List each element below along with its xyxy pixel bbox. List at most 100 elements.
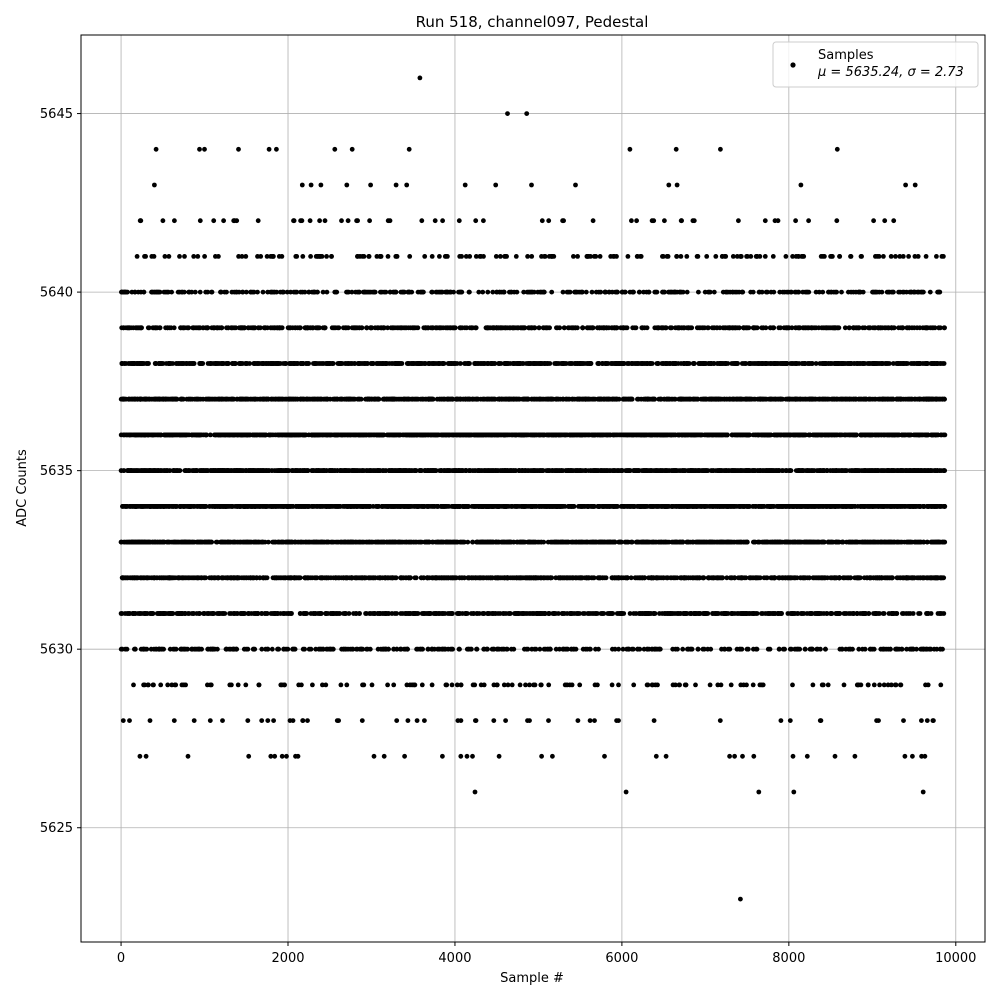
sample-point <box>243 682 249 688</box>
sample-point <box>538 539 544 545</box>
sample-point <box>852 504 858 509</box>
sample-point <box>480 575 486 581</box>
sample-point <box>371 753 377 759</box>
sample-point <box>782 539 788 545</box>
sample-point <box>330 539 335 545</box>
sample-point <box>578 575 584 581</box>
sample-point <box>841 682 847 688</box>
sample-point <box>208 646 214 652</box>
sample-point <box>631 504 637 509</box>
sample-point <box>562 682 568 688</box>
sample-point <box>881 611 887 616</box>
sample-point <box>496 753 502 759</box>
sample-point <box>528 504 534 509</box>
sample-point <box>831 575 837 581</box>
sample-point <box>737 611 743 616</box>
sample-point <box>688 611 694 616</box>
sample-point <box>201 611 206 616</box>
sample-point <box>617 539 623 545</box>
sample-point <box>522 575 528 581</box>
sample-point <box>546 718 551 723</box>
sample-point <box>778 539 783 545</box>
sample-point <box>248 575 254 581</box>
sample-point <box>507 539 513 545</box>
sample-point <box>564 646 570 652</box>
sample-point <box>802 646 808 652</box>
sample-point <box>360 682 365 688</box>
sample-point <box>127 504 133 509</box>
sample-point <box>130 575 136 581</box>
sample-point <box>591 504 597 509</box>
sample-point <box>880 646 886 652</box>
sample-point <box>760 504 766 509</box>
sample-point <box>137 753 143 759</box>
sample-point <box>597 575 603 581</box>
sample-point <box>133 504 139 509</box>
sample-point <box>241 539 246 545</box>
sample-point <box>548 539 553 545</box>
sample-point <box>459 539 465 545</box>
sample-point <box>788 611 794 616</box>
sample-point <box>919 718 924 723</box>
sample-point <box>327 504 333 509</box>
sample-point <box>295 504 301 509</box>
sample-point <box>173 646 179 652</box>
sample-point <box>587 718 593 723</box>
sample-point <box>135 575 141 581</box>
sample-point <box>644 646 650 652</box>
sample-point <box>304 575 310 581</box>
sample-point <box>809 504 815 509</box>
sample-point <box>570 575 575 581</box>
sample-point <box>765 646 771 652</box>
sample-point <box>553 646 559 652</box>
sample-point <box>378 611 383 616</box>
sample-point <box>468 646 474 652</box>
sample-point <box>542 611 548 616</box>
sample-point <box>852 753 858 759</box>
sample-point <box>509 682 515 688</box>
sample-point <box>275 611 281 616</box>
sample-point <box>810 682 816 688</box>
sample-point <box>345 504 350 509</box>
sample-point <box>394 646 400 652</box>
sample-point <box>449 611 455 616</box>
sample-point <box>234 611 240 616</box>
sample-point <box>648 504 654 509</box>
sample-point <box>627 611 633 616</box>
sample-point <box>412 611 417 616</box>
sample-point <box>729 575 735 581</box>
sample-point <box>651 718 657 723</box>
sample-point <box>771 575 777 581</box>
sample-point <box>369 682 375 688</box>
sample-point <box>683 682 689 688</box>
sample-point <box>150 611 156 616</box>
sample-point <box>315 504 321 509</box>
sample-point <box>469 575 474 581</box>
sample-point <box>213 539 219 545</box>
sample-point <box>776 646 782 652</box>
sample-point <box>515 575 520 581</box>
sample-point <box>225 575 231 581</box>
sample-point <box>140 504 146 509</box>
sample-point <box>708 539 713 545</box>
sample-point <box>855 539 861 545</box>
sample-point <box>385 504 391 509</box>
sample-point <box>382 611 388 616</box>
sample-point <box>821 611 827 616</box>
sample-point <box>367 646 373 652</box>
sample-point <box>942 504 947 509</box>
sample-point <box>715 575 721 581</box>
sample-point <box>874 718 879 723</box>
sample-point <box>489 504 495 509</box>
sample-point <box>437 611 443 616</box>
sample-point <box>255 504 261 509</box>
sample-point <box>928 575 934 581</box>
sample-point <box>334 504 339 509</box>
sample-point <box>515 611 520 616</box>
sample-point <box>670 504 675 509</box>
sample-point <box>503 718 508 723</box>
sample-point <box>224 504 229 509</box>
sample-point <box>827 504 833 509</box>
sample-point <box>882 539 888 545</box>
